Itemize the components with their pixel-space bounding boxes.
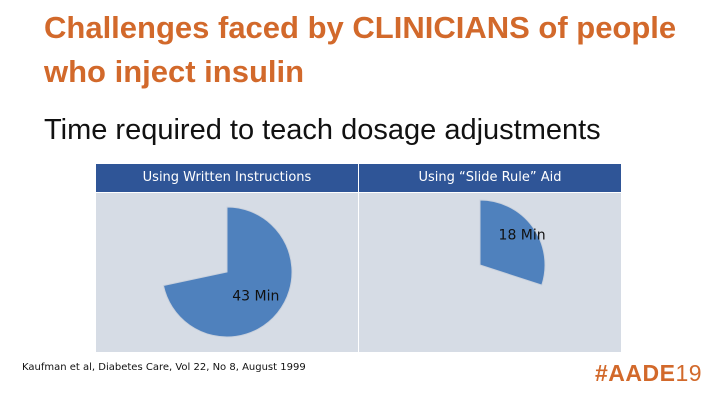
logo-hash-text: #AADE xyxy=(595,360,676,386)
chart-plot-area: 43 Min xyxy=(96,193,358,352)
chart-panel-written-instructions: Using Written Instructions 43 Min xyxy=(96,164,358,352)
aade19-logo: #AADE19 xyxy=(595,360,702,387)
pie-chart-slide-rule: 18 Min xyxy=(479,199,546,286)
data-label: 43 Min xyxy=(232,288,279,304)
slide-subtitle: Time required to teach dosage adjustment… xyxy=(44,114,601,146)
chart-panel-slide-rule: Using “Slide Rule” Aid 18 Min xyxy=(359,164,621,352)
pie-chart-written: 43 Min xyxy=(162,206,293,338)
chart-title: Using Written Instructions xyxy=(96,164,358,192)
slide-title: Challenges faced by CLINICIANS of people… xyxy=(44,10,677,89)
chart-title: Using “Slide Rule” Aid xyxy=(359,164,621,192)
logo-year-text: 19 xyxy=(675,360,703,386)
chart-plot-area: 18 Min xyxy=(359,193,621,352)
pie-slice xyxy=(162,206,293,338)
pie-slice xyxy=(479,199,546,286)
data-label: 18 Min xyxy=(499,227,546,243)
citation: Kaufman et al, Diabetes Care, Vol 22, No… xyxy=(22,362,306,373)
